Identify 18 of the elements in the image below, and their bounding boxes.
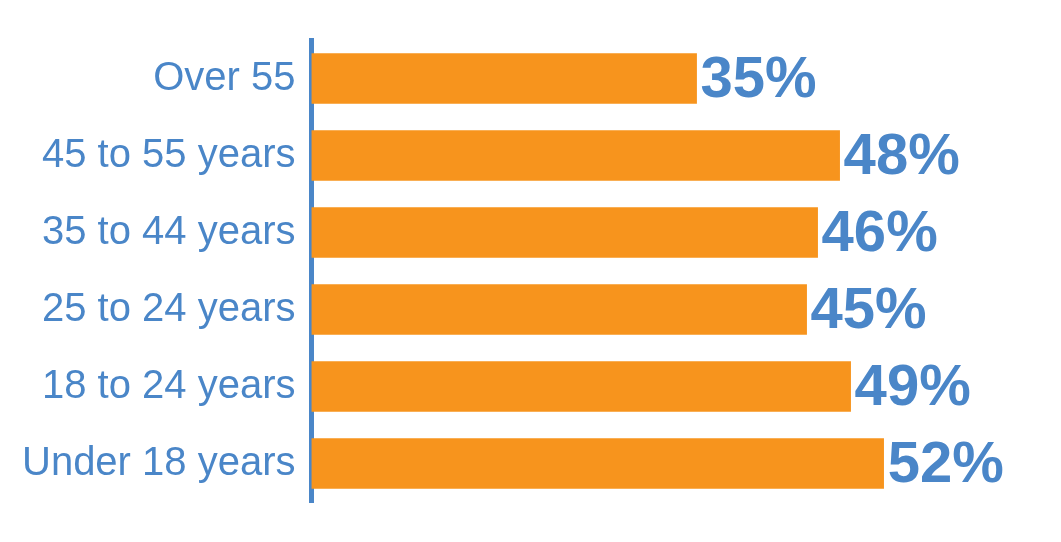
y-tick-label: 45 to 55 years	[41, 130, 296, 175]
data-label: 46%	[821, 197, 938, 263]
data-label: 49%	[854, 351, 971, 417]
bar	[311, 53, 697, 104]
bar	[311, 284, 807, 335]
bar	[311, 438, 884, 489]
y-tick-label: Under 18 years	[21, 438, 296, 483]
bar	[311, 130, 840, 181]
data-label: 35%	[700, 43, 817, 109]
data-label: 52%	[887, 428, 1004, 494]
y-tick-label: 18 to 24 years	[41, 361, 296, 406]
bar	[311, 207, 818, 258]
data-label: 48%	[843, 120, 960, 186]
data-label: 45%	[810, 274, 927, 340]
y-tick-label: 35 to 44 years	[41, 207, 296, 252]
y-tick-label: 25 to 24 years	[41, 284, 296, 329]
bar	[311, 361, 851, 412]
y-tick-label: Over 55	[153, 53, 296, 98]
